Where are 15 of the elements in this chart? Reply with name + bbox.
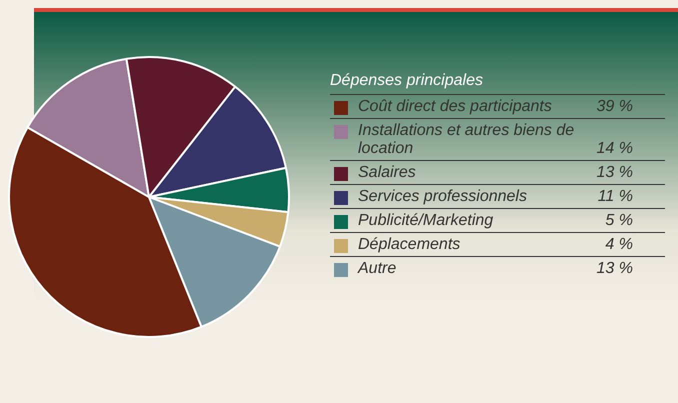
legend-label: Services professionnels — [358, 188, 528, 206]
legend-label: Salaires — [358, 164, 417, 182]
legend-title: Dépenses principales — [330, 72, 484, 90]
data-label: 13 % — [596, 260, 633, 278]
data-label: 5 % — [604, 212, 633, 230]
data-label: 4 % — [604, 236, 633, 254]
data-label: 39 % — [596, 98, 633, 116]
legend-label: Autre — [358, 260, 398, 278]
data-label: 11 % — [596, 188, 633, 206]
data-label: 13 % — [596, 164, 633, 182]
data-label: 14 % — [596, 140, 633, 158]
legend-label: Installations et autres biens de location — [358, 122, 576, 158]
legend-label: Publicité/Marketing — [358, 212, 494, 230]
legend-label: Déplacements — [358, 236, 462, 254]
legend-label: Coût direct des participants — [358, 98, 553, 116]
